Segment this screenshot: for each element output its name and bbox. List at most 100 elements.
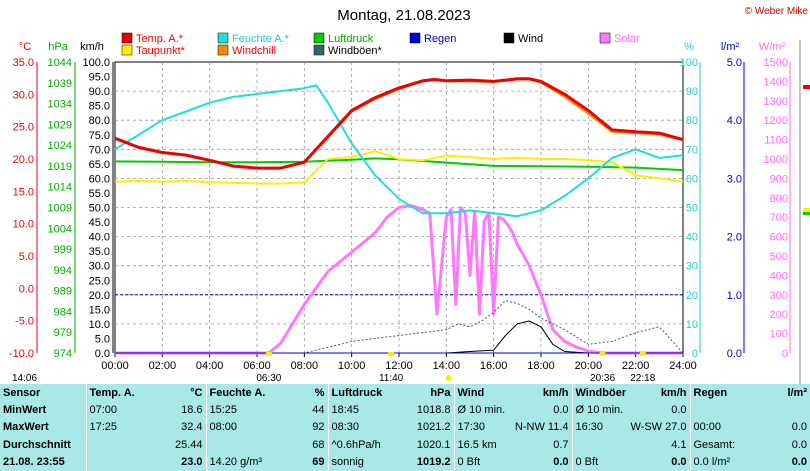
humidity-unit-label: % bbox=[684, 41, 694, 53]
table-header-cell: l/m² bbox=[758, 384, 810, 402]
table-cell: 1018.8 bbox=[416, 404, 451, 417]
pressure-tick-label: 1019 bbox=[48, 161, 72, 173]
x-tick-label: 08:00 bbox=[291, 360, 319, 372]
pressure-tick-label: 1034 bbox=[48, 99, 72, 111]
table-header-cell: Luftdruck bbox=[327, 384, 394, 402]
table-header-cell: hPa bbox=[394, 384, 454, 402]
axes: 35.0 30.0 25.0 20.0 15.0 10.0 5.0 0.0 -5.0 -10.0 1… bbox=[9, 57, 791, 372]
humidity-tick-label: 80 bbox=[686, 115, 698, 127]
solar-tick-label: 100 bbox=[770, 329, 788, 341]
wind-tick-label: 90.0 bbox=[89, 86, 110, 98]
series-line-solar bbox=[115, 204, 683, 355]
solar-tick-label: 700 bbox=[770, 212, 788, 224]
solar-tick-label: 1000 bbox=[764, 154, 788, 166]
table-cell: 0.0 l/m² bbox=[689, 453, 758, 471]
solar-unit-label: W/m² bbox=[759, 41, 786, 53]
table-cell: 18:45 bbox=[327, 401, 394, 419]
chart-title: Montag, 21.08.2023 bbox=[337, 7, 470, 24]
series-line-temp-a bbox=[114, 77, 684, 170]
table-cell: 1020.1 bbox=[416, 438, 451, 451]
legend: Temp. A.* Feuchte A.* Luftdruck Regen Wind So… bbox=[121, 32, 640, 57]
humidity-tick-label: 20 bbox=[686, 290, 698, 302]
table-cell: 0.0 bbox=[791, 438, 807, 451]
pressure-tick-label: 984 bbox=[54, 306, 72, 318]
legend-label: Wind bbox=[518, 33, 543, 45]
table-cell: 0.0 bbox=[671, 404, 687, 417]
table-header-cell: Temp. A. bbox=[85, 384, 146, 402]
table-cell: Durchschnitt bbox=[3, 438, 71, 451]
humidity-tick-label: 30 bbox=[686, 261, 698, 273]
legend-swatch bbox=[313, 32, 325, 44]
wind-tick-label: 45.0 bbox=[89, 217, 110, 229]
table-cell: 69 bbox=[312, 456, 325, 469]
wind-tick-label: 75.0 bbox=[89, 130, 110, 142]
rain-unit-label: l/m² bbox=[721, 41, 740, 53]
weather-chart: Montag, 21.08.2023 © Weber Mike Temp. A.… bbox=[9, 6, 810, 384]
pressure-unit-label: hPa bbox=[48, 41, 68, 53]
x-tick-label: 06:00 bbox=[243, 360, 271, 372]
temp-tick-label: 35.0 bbox=[13, 57, 34, 69]
statistics-table: Sensor Temp. A. °C Feuchte A.% Luftdruck hPa W… bbox=[0, 384, 810, 471]
wind-tick-label: 30.0 bbox=[89, 261, 110, 273]
solar-tick-label: 1500 bbox=[764, 57, 788, 69]
legend-swatch bbox=[217, 32, 229, 44]
table-cell: 17:25 bbox=[85, 418, 146, 437]
table-row: Durchschnitt 25.44 68 ^0.6hPa/h 1020.1 16.5 k… bbox=[0, 436, 810, 454]
temp-tick-label: 30.0 bbox=[13, 89, 34, 101]
rain-tick-label: 1.0 bbox=[727, 290, 742, 302]
wind-tick-label: 65.0 bbox=[89, 159, 110, 171]
table-cell: 21.08. 23:55 bbox=[3, 456, 65, 469]
solar-tick-label: 500 bbox=[770, 251, 788, 263]
table-header-cell: Feuchte A. bbox=[205, 384, 268, 402]
wind-tick-label: 70.0 bbox=[89, 144, 110, 156]
solar-tick-label: 600 bbox=[770, 232, 788, 244]
marker-icon bbox=[639, 352, 646, 356]
rain-tick-label: 5.0 bbox=[727, 57, 742, 69]
table-header-cell: Sensor bbox=[0, 384, 86, 402]
pressure-tick-label: 1044 bbox=[48, 57, 72, 69]
humidity-tick-label: 100 bbox=[680, 57, 698, 69]
table-cell: MaxWert bbox=[3, 421, 49, 434]
table-cell bbox=[571, 436, 626, 454]
table-cell bbox=[758, 401, 810, 418]
temp-tick-label: 25.0 bbox=[13, 122, 34, 134]
table-cell: ^0.6hPa/h bbox=[327, 436, 394, 454]
table-cell: Ø 10 min. bbox=[453, 401, 508, 419]
table-cell: W-SW 27.0 bbox=[630, 421, 687, 434]
wind-tick-label: 20.0 bbox=[89, 290, 110, 302]
legend-swatch bbox=[503, 32, 515, 44]
table-cell: 23.0 bbox=[181, 456, 203, 469]
table-cell: 0.7 bbox=[553, 438, 569, 451]
solar-tick-label: 400 bbox=[770, 270, 788, 282]
rain-tick-label: 3.0 bbox=[727, 173, 742, 185]
time-markers: 14:06 06:30 11:40 20:36 22:18 bbox=[12, 352, 656, 384]
table-cell: 00:00 bbox=[689, 418, 758, 437]
rain-tick-label: 0.0 bbox=[727, 348, 742, 360]
x-tick-label: 12:00 bbox=[385, 360, 413, 372]
wind-tick-label: 60.0 bbox=[89, 173, 110, 185]
table-cell: 92 bbox=[312, 421, 325, 434]
right-edge-fragment bbox=[799, 40, 810, 384]
table-cell: N-NW 11.4 bbox=[514, 421, 569, 434]
table-cell: 17:30 bbox=[453, 418, 508, 437]
pressure-tick-label: 994 bbox=[54, 265, 72, 277]
table-cell: 0 Bft bbox=[571, 453, 626, 471]
table-cell: 32.4 bbox=[181, 421, 203, 434]
table-header-cell: Wind bbox=[453, 384, 508, 402]
table-row: 21.08. 23:55 23.0 14.20 g/m³ 69 sonnig 1019.2… bbox=[0, 453, 810, 471]
table-header-cell: Windböen bbox=[571, 384, 626, 402]
wind-tick-label: 10.0 bbox=[89, 319, 110, 331]
x-tick-label: 20:00 bbox=[575, 360, 603, 372]
series bbox=[114, 77, 684, 355]
time-marker-label: 22:18 bbox=[630, 373, 655, 384]
legend-swatch bbox=[121, 44, 133, 56]
temp-tick-label: 5.0 bbox=[19, 251, 34, 263]
legend-label: Regen bbox=[424, 33, 456, 45]
table-cell: 25.44 bbox=[174, 438, 203, 451]
pressure-tick-label: 979 bbox=[54, 327, 72, 339]
wind-tick-label: 15.0 bbox=[89, 304, 110, 316]
table-cell: 0.0 bbox=[553, 456, 569, 469]
table-cell: 0 Bft bbox=[453, 453, 508, 471]
solar-tick-label: 200 bbox=[770, 309, 788, 321]
series-line-windb-en bbox=[115, 300, 684, 354]
